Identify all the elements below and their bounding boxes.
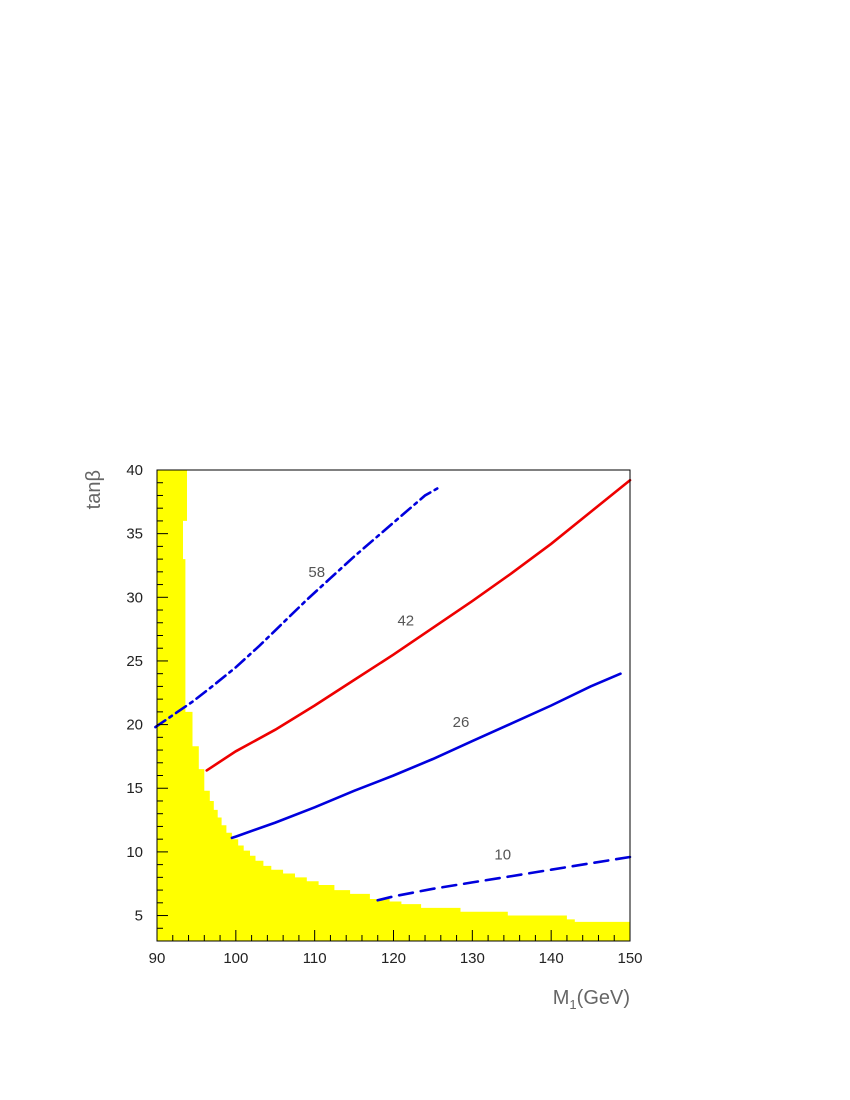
x-tick-label: 100 [223, 950, 248, 967]
y-tick-label: 25 [126, 653, 143, 670]
y-tick-label: 40 [126, 462, 143, 479]
curve-label-10: 10 [494, 847, 511, 864]
series-line-42 [205, 478, 632, 772]
x-tick-label: 120 [381, 950, 406, 967]
y-tick-label: 15 [126, 780, 143, 797]
x-tick-label: 90 [149, 950, 166, 967]
x-axis: 90 100 110 120 130 140 150 [149, 930, 643, 967]
x-axis-title-main: M [553, 987, 570, 1009]
y-tick-label: 10 [126, 844, 143, 861]
y-axis: 5 10 15 20 25 30 35 40 [126, 462, 168, 942]
x-axis-title-subscript: 1 [569, 997, 576, 1012]
series-line-26 [230, 672, 622, 840]
series-line-58 [154, 485, 443, 729]
series-line-10 [376, 855, 632, 902]
x-tick-label: 150 [617, 950, 642, 967]
y-tick-label: 30 [126, 589, 143, 606]
curves-layer [154, 478, 632, 902]
x-tick-label: 140 [539, 950, 564, 967]
y-axis-title: tanβ [83, 470, 105, 509]
y-tick-label: 35 [126, 526, 143, 543]
y-tick-label: 5 [135, 908, 143, 925]
excluded-region [157, 470, 630, 941]
x-axis-title: M1(GeV) [553, 987, 630, 1012]
curve-label-26: 26 [453, 714, 470, 731]
x-tick-label: 130 [460, 950, 485, 967]
x-axis-title-unit: (GeV) [577, 987, 630, 1009]
curve-label-42: 42 [397, 612, 414, 629]
y-tick-label: 20 [126, 717, 143, 734]
curve-label-58: 58 [308, 564, 325, 581]
x-tick-label: 110 [303, 950, 327, 967]
curve-labels: 58 42 26 10 [308, 564, 511, 864]
plot-area [157, 470, 630, 941]
